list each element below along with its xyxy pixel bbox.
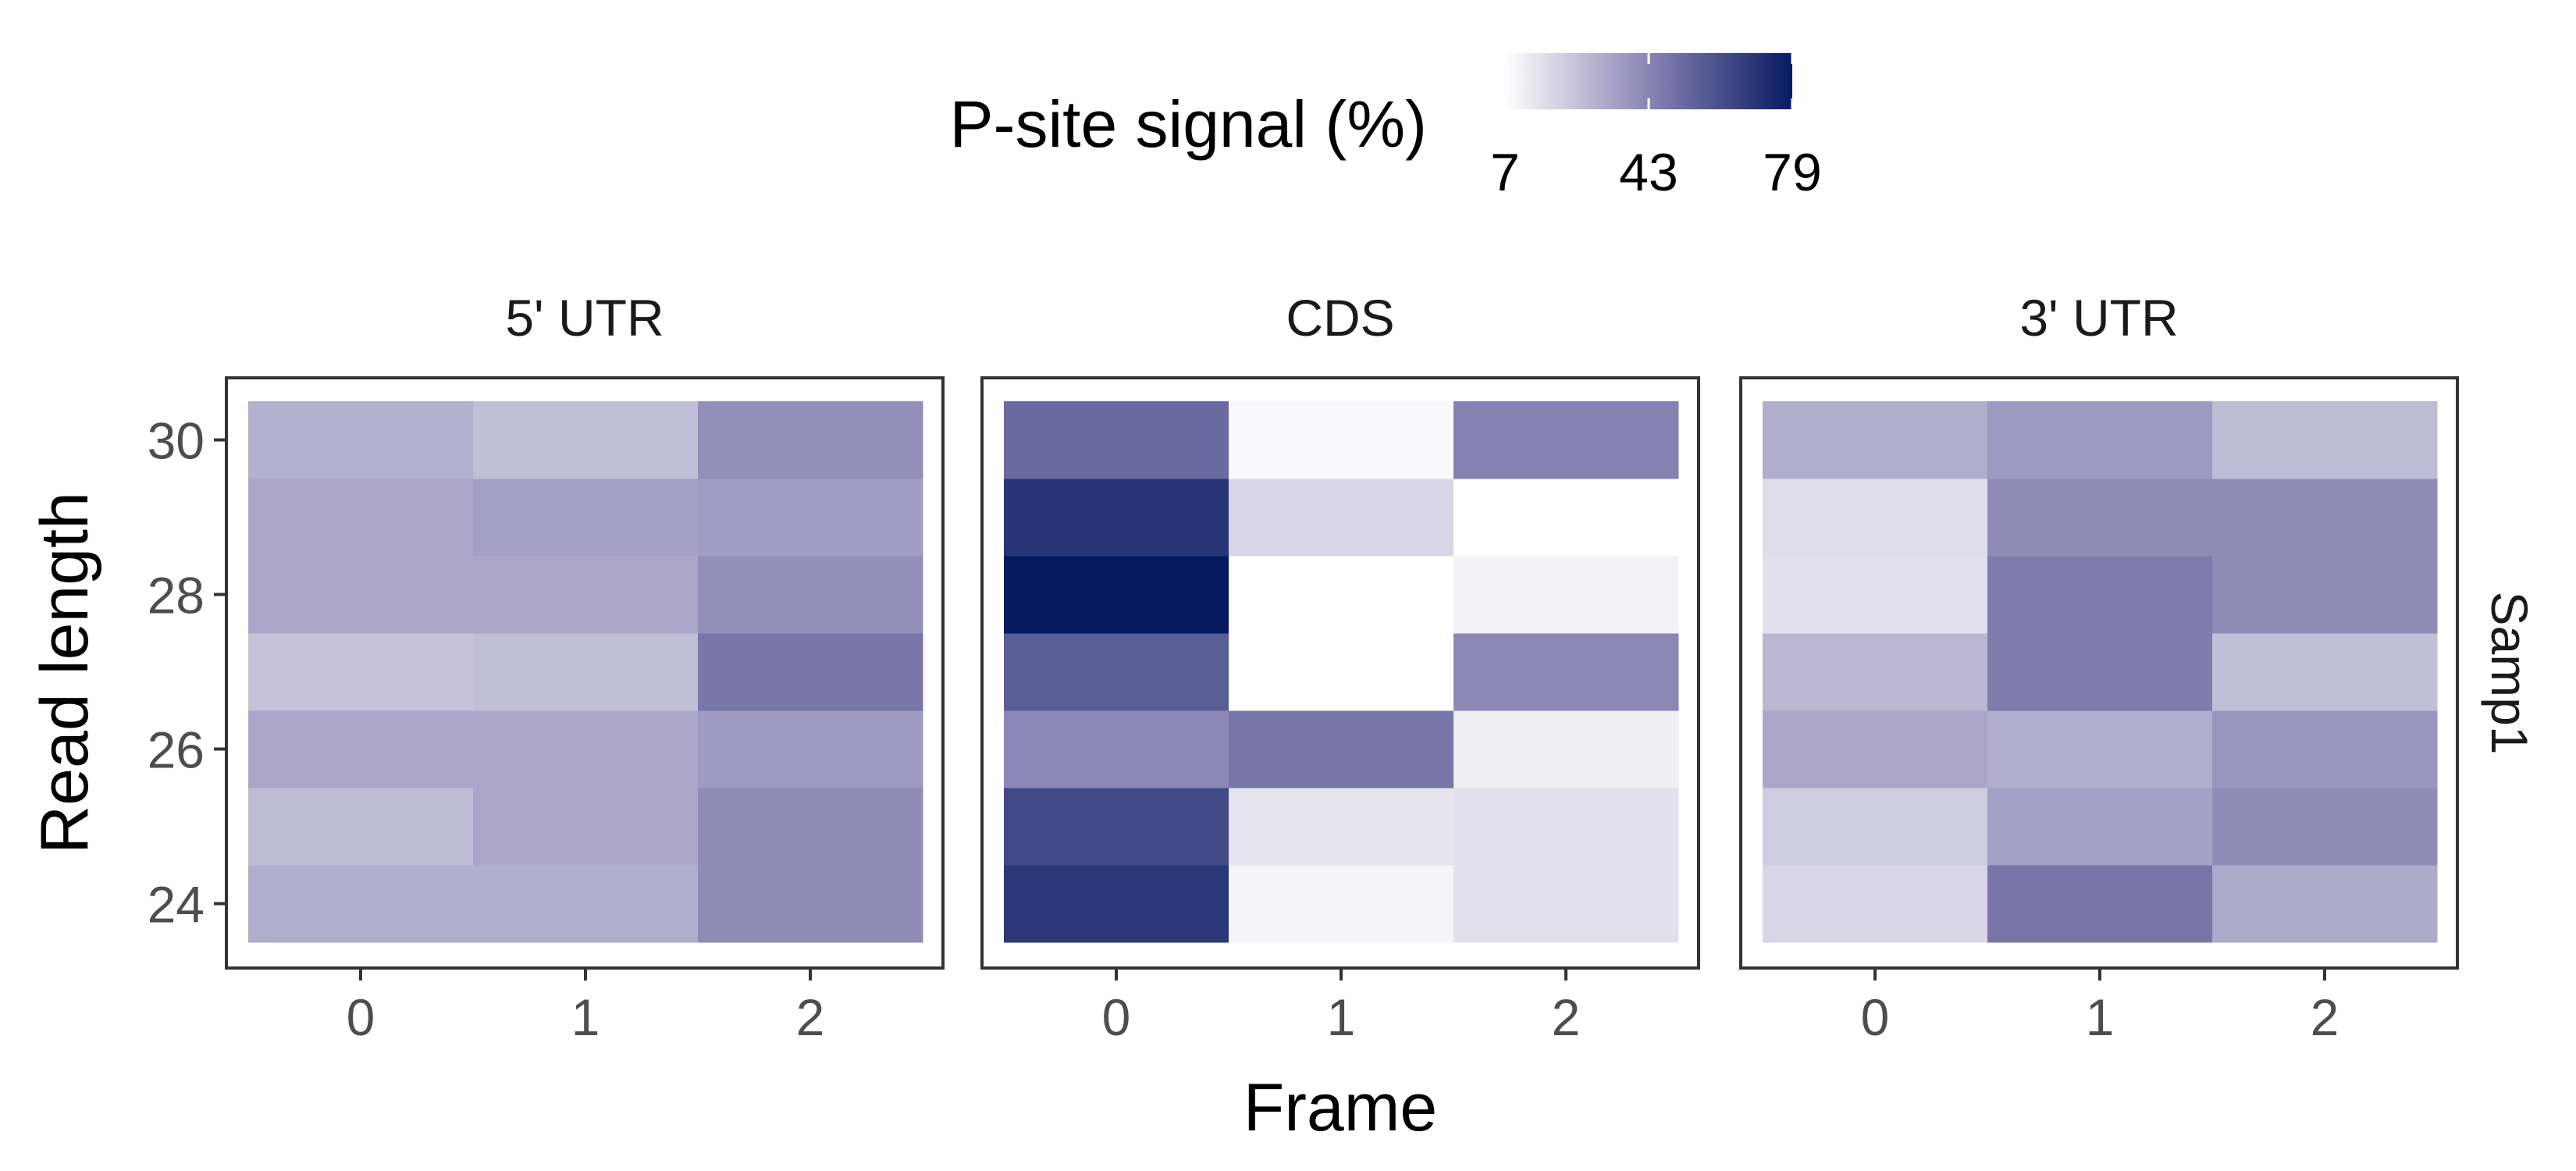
x-tick-label: 0: [347, 988, 375, 1046]
heatmap-cell: [698, 556, 923, 634]
heatmap-cell: [1229, 556, 1454, 634]
panel-title: 3' UTR: [2019, 289, 2178, 347]
heatmap-cell: [2212, 479, 2438, 557]
heatmap-cell: [473, 556, 699, 634]
heatmap-cell: [1763, 556, 1988, 634]
x-tick-label: 1: [2086, 988, 2115, 1046]
heatmap-cell: [698, 633, 923, 711]
heatmap-cell: [1453, 401, 1679, 479]
x-tick-label: 1: [1327, 988, 1356, 1046]
legend-tick-label: 43: [1619, 143, 1678, 202]
heatmap-cell: [473, 710, 699, 788]
legend-tick-label: 79: [1763, 143, 1822, 202]
panel-1: CDS 0 1 2: [980, 289, 1700, 1046]
heatmap-cell: [2212, 401, 2438, 479]
heatmap-cell: [1987, 865, 2213, 943]
x-tick-label: 0: [1861, 988, 1890, 1046]
panel-0: 5' UTR 0 1 2: [225, 289, 945, 1046]
heatmap-cell: [1763, 633, 1988, 711]
heatmap-cell: [1453, 710, 1679, 788]
heatmap-cell: [1453, 556, 1679, 634]
heatmap-cell: [1987, 556, 2213, 634]
heatmap-cell: [1004, 788, 1229, 866]
heatmap-cell: [2212, 788, 2438, 866]
heatmap-cell: [1987, 479, 2213, 557]
heatmap-cell: [248, 401, 474, 479]
heatmap-cell: [1004, 556, 1229, 634]
heatmap-cell: [1229, 865, 1454, 943]
heatmap-cell: [473, 865, 699, 943]
heatmap-cell: [473, 633, 699, 711]
heatmap-cell: [698, 788, 923, 866]
heatmap-cell: [1763, 865, 1988, 943]
panel-title: CDS: [1286, 289, 1394, 347]
y-axis-label: Read length: [27, 492, 102, 854]
x-axis-label: Frame: [1244, 1070, 1437, 1145]
heatmap-cell: [1987, 788, 2213, 866]
heatmap-cell: [1229, 479, 1454, 557]
heatmap-cell: [1453, 788, 1679, 866]
x-tick-label: 2: [796, 988, 825, 1046]
heatmap-cell: [248, 633, 474, 711]
heatmap-cell: [248, 479, 474, 557]
legend: P-site signal (%) 7 43 79: [949, 53, 1822, 202]
facet-panels: 5' UTR 0 1 2 CDS 0 1 2 3' UTR 0 1 2: [225, 289, 2459, 1046]
y-tick-label: 24: [148, 876, 205, 934]
heatmap-cell: [1763, 788, 1988, 866]
heatmap-cell: [1004, 401, 1229, 479]
heatmap-cell: [248, 865, 474, 943]
heatmap-cell: [1453, 865, 1679, 943]
legend-title: P-site signal (%): [949, 87, 1427, 161]
x-tick-label: 1: [571, 988, 600, 1046]
heatmap-cell: [1004, 710, 1229, 788]
heatmap-cell: [473, 401, 699, 479]
heatmap-cell: [1453, 633, 1679, 711]
panel-title: 5' UTR: [505, 289, 664, 347]
x-tick-label: 2: [2311, 988, 2339, 1046]
legend-tick-label: 7: [1490, 143, 1520, 202]
heatmap-cell: [1004, 479, 1229, 557]
heatmap-cell: [698, 401, 923, 479]
heatmap-cell: [248, 556, 474, 634]
y-tick-label: 30: [148, 412, 205, 470]
heatmap-cell: [1229, 710, 1454, 788]
heatmap-cell: [1763, 710, 1988, 788]
heatmap-cell: [473, 788, 699, 866]
heatmap-cell: [698, 865, 923, 943]
panel-2: 3' UTR 0 1 2: [1739, 289, 2459, 1046]
row-strip-label: Samp1: [2481, 591, 2539, 754]
heatmap-cell: [1763, 479, 1988, 557]
heatmap-cell: [248, 788, 474, 866]
heatmap-cell: [1987, 710, 2213, 788]
x-tick-label: 0: [1102, 988, 1131, 1046]
heatmap-cell: [1453, 479, 1679, 557]
y-tick-label: 26: [148, 721, 205, 779]
heatmap-cell: [1004, 633, 1229, 711]
heatmap-cell: [1987, 401, 2213, 479]
heatmap-cell: [2212, 556, 2438, 634]
heatmap-cell: [1229, 633, 1454, 711]
heatmap-cell: [2212, 710, 2438, 788]
legend-ticks: 7 43 79: [1490, 53, 1822, 202]
heatmap-cell: [1763, 401, 1988, 479]
heatmap-cell: [698, 710, 923, 788]
heatmap-cell: [2212, 633, 2438, 711]
heatmap-cell: [698, 479, 923, 557]
heatmap-cell: [1229, 788, 1454, 866]
y-axis: 24 26 28 30: [148, 412, 226, 934]
heatmap-cell: [1987, 633, 2213, 711]
heatmap-cell: [473, 479, 699, 557]
heatmap-cell: [1004, 865, 1229, 943]
heatmap-cell: [1229, 401, 1454, 479]
x-tick-label: 2: [1552, 988, 1581, 1046]
heatmap-cell: [2212, 865, 2438, 943]
heatmap-cell: [248, 710, 474, 788]
y-tick-label: 28: [148, 567, 205, 625]
